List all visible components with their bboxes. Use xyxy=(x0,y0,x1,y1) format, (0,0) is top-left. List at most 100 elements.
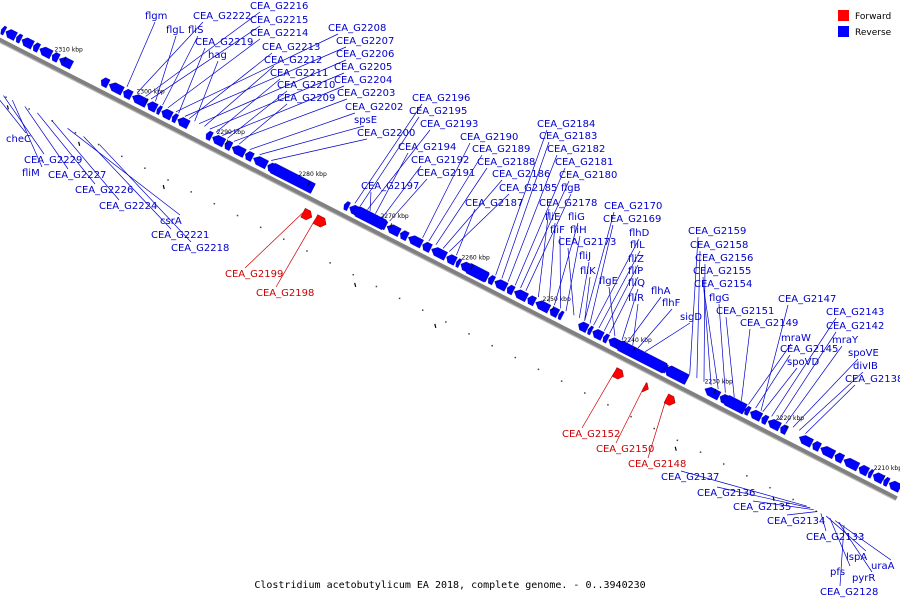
reverse-gene-arrow xyxy=(39,46,54,60)
leader-line xyxy=(37,112,96,185)
reverse-gene-arrow xyxy=(231,145,247,158)
leader-line xyxy=(548,222,556,303)
gene-label: CEA_G2148 xyxy=(628,459,686,470)
leader-line xyxy=(584,276,591,321)
reverse-gene-arrow xyxy=(100,77,111,89)
gene-label: CEA_G2137 xyxy=(661,472,719,483)
reverse-gene-arrow xyxy=(722,395,748,415)
leader-line xyxy=(689,236,699,375)
reverse-gene-arrow xyxy=(268,163,316,194)
leader-line xyxy=(99,144,192,243)
leader-line xyxy=(567,247,575,316)
gene-label: CEA_G2214 xyxy=(250,28,308,39)
leader-line xyxy=(51,119,120,201)
leader-line xyxy=(449,193,510,252)
gene-label: fliJ xyxy=(579,251,591,262)
gene-label: CEA_G2159 xyxy=(688,226,746,237)
gene-label: spoVE xyxy=(848,348,879,359)
forward-gene-arrow xyxy=(641,382,649,393)
gene-label: CEA_G2226 xyxy=(75,185,133,196)
gene-label: CEA_G2188 xyxy=(477,157,535,168)
leader-line xyxy=(189,52,273,119)
gene-label: CEA_G2151 xyxy=(716,306,774,317)
gene-label: CEA_G2128 xyxy=(820,587,878,598)
leader-line xyxy=(422,142,471,239)
reverse-gene-arrow xyxy=(123,88,134,100)
reverse-gene-arrow xyxy=(205,130,214,141)
track-dot xyxy=(5,96,7,98)
leader-line xyxy=(696,250,701,379)
reverse-gene-arrow xyxy=(147,101,159,113)
legend-forward-label: Forward xyxy=(855,12,891,22)
track-dot xyxy=(167,179,169,181)
kbp-tick-mark xyxy=(63,56,67,62)
leader-line xyxy=(615,386,645,444)
reverse-gene-arrow xyxy=(177,117,191,130)
reverse-track-dots xyxy=(5,96,864,536)
leader-line xyxy=(244,212,304,269)
gene-label: CEA_G2182 xyxy=(547,144,605,155)
kbp-tick-mark xyxy=(389,223,393,228)
leader-line xyxy=(184,46,347,117)
reverse-gene-arrow xyxy=(780,424,789,435)
reverse-gene-arrow xyxy=(343,201,351,212)
leader-line xyxy=(67,128,181,216)
gene-label: CEA_G2229 xyxy=(24,155,82,166)
reverse-gene-arrow xyxy=(872,472,886,485)
leader-line xyxy=(137,21,204,93)
gene-label: CEA_G2200 xyxy=(357,128,415,139)
gene-label: cheC xyxy=(6,134,31,145)
leader-line xyxy=(359,116,420,207)
track-dot xyxy=(514,356,517,359)
gene-label: CEA_G2138 xyxy=(845,374,900,385)
gene-label: fliQ xyxy=(628,278,645,289)
reverse-gene-arrow xyxy=(446,254,458,266)
legend-forward-swatch xyxy=(838,10,849,21)
gene-label: CEA_G2194 xyxy=(398,142,456,153)
leader-line xyxy=(275,218,316,288)
reverse-gene-arrow xyxy=(464,263,490,283)
track-dot xyxy=(352,273,355,276)
reverse-gene-arrow xyxy=(812,441,822,452)
leader-line xyxy=(501,141,550,279)
gene-arrows xyxy=(0,25,900,493)
gene-label: fliM xyxy=(22,168,40,179)
reverse-gene-arrow xyxy=(858,465,871,477)
gene-label: uraA xyxy=(871,561,895,572)
leader-line xyxy=(725,316,735,398)
reverse-gene-arrow xyxy=(798,435,814,448)
gene-label: CEA_G2178 xyxy=(539,198,597,209)
reverse-gene-arrow xyxy=(744,405,752,416)
gene-label: CEA_G2206 xyxy=(336,49,394,60)
leader-line xyxy=(820,513,827,532)
leader-line xyxy=(194,60,219,122)
leader-line xyxy=(609,276,639,334)
track-mark xyxy=(6,105,9,110)
track-dot xyxy=(722,463,725,465)
kbp-tick-label: 2260 kbp xyxy=(461,254,489,261)
reverse-gene-arrow xyxy=(592,329,605,341)
reverse-gene-arrow xyxy=(408,235,424,249)
reverse-gene-arrow xyxy=(578,321,590,334)
gene-label: pfs xyxy=(830,567,845,578)
gene-label: CEA_G2190 xyxy=(460,132,518,143)
gene-label: fliP xyxy=(628,266,643,277)
reverse-gene-arrow xyxy=(820,446,837,460)
leader-line xyxy=(637,308,673,349)
reverse-gene-arrow xyxy=(5,29,18,41)
gene-label: CEA_G2143 xyxy=(826,307,884,318)
kbp-tick-label: 2300 kbp xyxy=(136,88,164,95)
forward-gene-arrow xyxy=(663,393,676,406)
gene-label: CEA_G2134 xyxy=(767,516,825,527)
kbp-tick-label: 2290 kbp xyxy=(217,129,245,136)
gene-label: CEA_G2173 xyxy=(558,237,616,248)
leader-line xyxy=(227,90,288,139)
reverse-gene-arrow xyxy=(843,457,861,472)
leader-line xyxy=(834,520,892,561)
leader-line xyxy=(593,238,640,326)
track-dot xyxy=(537,368,540,371)
track-dot xyxy=(676,439,679,442)
kbp-tick-label: 2210 kbp xyxy=(874,465,900,472)
kbp-ticks: 2310 kbp 2300 kbp 2290 kbp 2280 kbp 2270 kbp… xyxy=(55,46,900,481)
